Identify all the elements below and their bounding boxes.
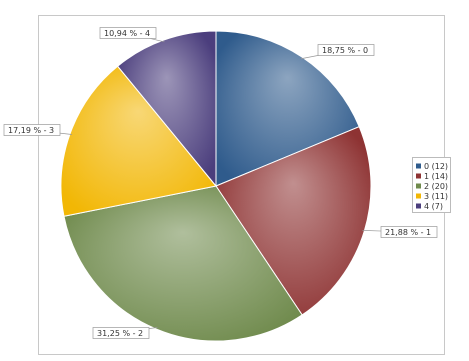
legend-swatch	[416, 173, 421, 179]
legend-swatch	[416, 183, 421, 189]
data-label: 17,19 % - 3	[8, 126, 54, 135]
legend-label: 3 (11)	[424, 192, 448, 201]
legend-swatch	[416, 203, 421, 209]
data-label: 10,94 % - 4	[104, 29, 150, 38]
pie-slice	[215, 126, 372, 316]
data-label: 21,88 % - 1	[385, 228, 431, 237]
legend-label: 0 (12)	[424, 162, 448, 171]
pie-slice	[63, 185, 303, 342]
label-box	[317, 44, 375, 56]
label-box	[99, 27, 157, 39]
pie-slice	[215, 30, 360, 187]
legend-swatch	[416, 163, 421, 169]
legend-label: 2 (20)	[424, 182, 448, 191]
legend-swatch	[416, 193, 421, 199]
data-label: 18,75 % - 0	[322, 46, 368, 55]
label-box	[380, 226, 438, 238]
data-label: 31,25 % - 2	[97, 329, 143, 338]
pie-slice	[116, 30, 217, 188]
label-box	[3, 124, 61, 136]
label-box	[92, 327, 150, 339]
legend-label: 4 (7)	[424, 202, 443, 211]
pie-slice	[60, 65, 217, 217]
legend-label: 1 (14)	[424, 172, 448, 181]
